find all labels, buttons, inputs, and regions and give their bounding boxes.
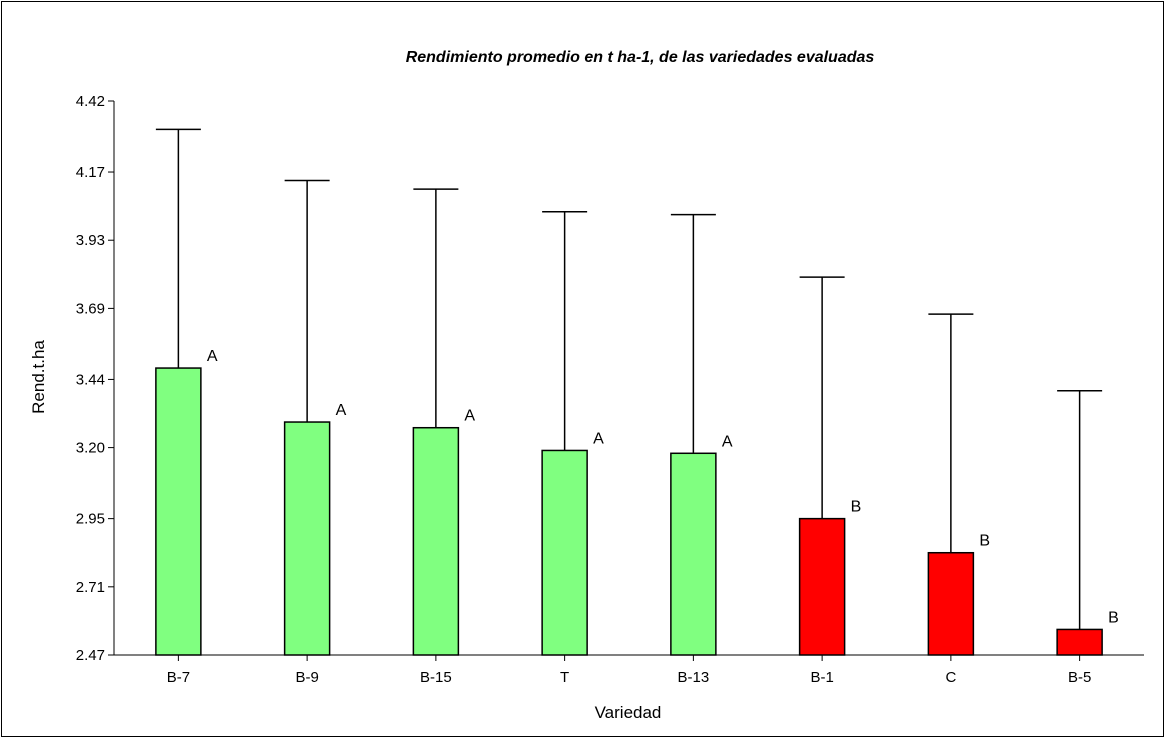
y-tick-label: 3.69 bbox=[76, 300, 105, 317]
group-letter: B bbox=[979, 533, 990, 550]
y-axis: 2.47 2.71 2.95 3.20 3.44 3.69 3.93 4.17 4.42 bbox=[76, 93, 115, 664]
x-axis: B-7 B-9 B-15 T B-13 B-1 C B-5 bbox=[114, 654, 1144, 686]
x-tick-label: C bbox=[945, 669, 956, 686]
group-letter: B bbox=[1108, 609, 1119, 626]
bar bbox=[283, 421, 331, 656]
x-tick-label: B-13 bbox=[678, 669, 710, 686]
y-tick-label: 3.44 bbox=[76, 371, 105, 388]
bar bbox=[1056, 628, 1103, 656]
bar bbox=[541, 449, 588, 656]
group-letter: B bbox=[851, 499, 862, 516]
group-letter: A bbox=[207, 348, 218, 365]
x-tick-label: B-1 bbox=[810, 669, 833, 686]
group-letter: A bbox=[593, 430, 604, 447]
x-tick-label: B-7 bbox=[167, 669, 190, 686]
bar bbox=[670, 452, 717, 656]
y-tick-label: 2.71 bbox=[76, 579, 105, 596]
y-axis-label: Rend.t.ha bbox=[29, 340, 48, 414]
y-tick-label: 2.47 bbox=[76, 647, 105, 664]
chart-title: Rendimiento promedio en t ha-1, de las v… bbox=[406, 49, 875, 66]
x-tick-label: B-15 bbox=[420, 669, 452, 686]
y-tick-label: 2.95 bbox=[76, 511, 105, 528]
x-tick-label: B-5 bbox=[1068, 669, 1091, 686]
x-tick-label: B-9 bbox=[295, 669, 318, 686]
group-letter: A bbox=[464, 408, 475, 425]
bar bbox=[155, 367, 202, 656]
bar bbox=[798, 517, 846, 656]
y-tick-label: 3.20 bbox=[76, 440, 105, 457]
bar bbox=[412, 426, 460, 656]
bars: A A A A A B B B bbox=[155, 128, 1119, 656]
y-tick-label: 4.17 bbox=[76, 164, 105, 181]
x-tick-label: T bbox=[560, 669, 569, 686]
y-tick-label: 4.42 bbox=[76, 93, 105, 110]
group-letter: A bbox=[722, 433, 733, 450]
x-axis-label: Variedad bbox=[595, 703, 662, 722]
bar bbox=[927, 551, 975, 656]
group-letter: A bbox=[336, 402, 347, 419]
y-tick-label: 3.93 bbox=[76, 232, 105, 249]
